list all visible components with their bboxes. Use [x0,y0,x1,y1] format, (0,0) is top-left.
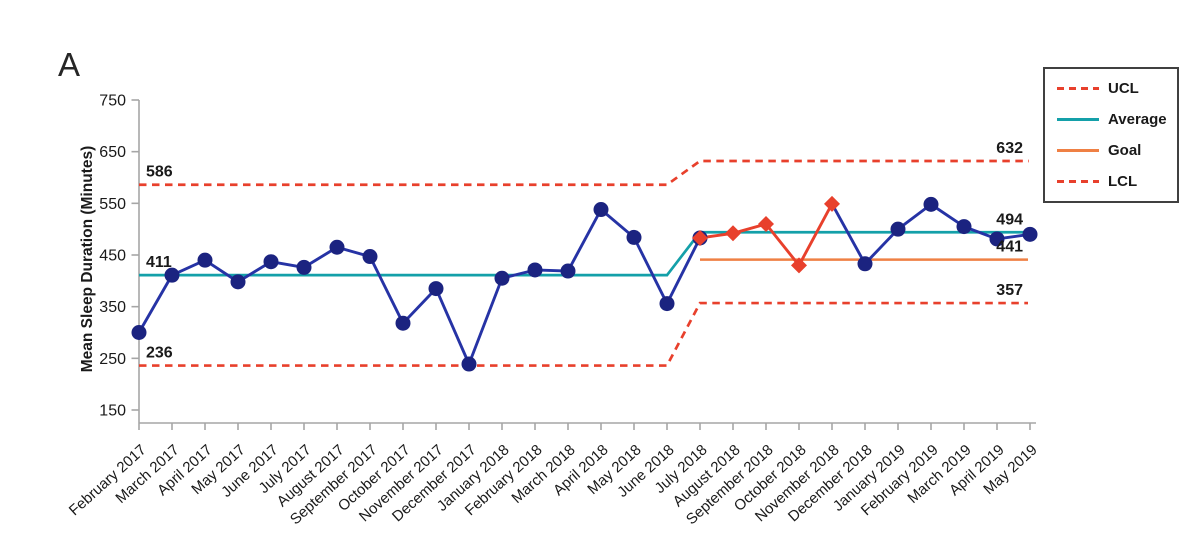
y-tick-label: 450 [99,248,126,265]
legend-item-goal: Goal [1057,142,1169,159]
data-point-marker [197,252,213,268]
y-tick-label: 150 [99,403,126,420]
y-tick-label: 350 [99,299,126,316]
data-point-marker [362,249,378,265]
data-point-marker [131,325,147,340]
legend-label-lcl: LCL [1108,173,1138,190]
control-limit-value-label: 632 [996,140,1023,157]
data-point-marker [494,270,510,286]
lcl-line [139,301,1028,367]
data-point-marker [230,274,246,290]
data-point-marker [593,202,609,218]
special-cause-diamond-marker [791,257,807,274]
y-tick-label: 250 [99,351,126,368]
data-point-marker [395,315,411,331]
ucl-dashed-line-swatch [1057,87,1099,90]
panel-label: A [58,46,81,83]
y-axis-title: Mean Sleep Duration (Minutes) [79,145,96,373]
special-cause-diamond-marker [824,195,840,212]
data-point-marker [626,229,642,245]
legend-label-goal: Goal [1108,142,1142,159]
data-point-marker [1022,226,1038,242]
control-limit-value-label: 441 [996,239,1023,256]
legend: UCL Average Goal LCL [1043,67,1179,203]
legend-item-average: Average [1057,111,1169,128]
data-point-marker [857,256,873,272]
legend-label-ucl: UCL [1108,80,1139,97]
control-limit-value-label: 586 [146,164,173,181]
data-point-marker [890,221,906,237]
special-cause-diamond-marker [725,225,741,242]
goal-line-swatch [1057,149,1099,152]
ucl-line [139,159,1029,187]
data-point-marker [659,296,675,312]
special-cause-line [699,203,834,267]
y-tick-label: 550 [99,196,126,213]
y-tick-label: 650 [99,144,126,161]
legend-label-average: Average [1108,111,1167,128]
legend-item-ucl: UCL [1057,80,1169,97]
sleep-series-line [137,208,702,366]
control-limit-value-label: 411 [146,254,172,271]
data-point-marker [428,281,444,297]
data-point-marker [461,356,477,372]
control-limit-value-label: 236 [146,345,173,362]
axis-lines [138,100,1036,424]
data-point-marker [560,263,576,279]
legend-item-lcl: LCL [1057,173,1169,190]
data-point-marker [527,262,543,278]
data-point-marker [263,254,279,270]
data-point-marker [956,219,972,235]
data-point-marker [296,259,312,275]
average-line-swatch [1057,118,1099,121]
special-cause-diamond-marker [758,216,774,232]
average-line [139,230,1033,277]
data-point-marker [923,196,939,212]
control-limit-value-label: 494 [996,211,1023,228]
y-tick-label: 750 [99,93,126,110]
data-point-marker [989,231,1005,247]
data-point-marker [164,267,180,283]
control-limit-value-label: 357 [996,282,1023,299]
lcl-dashed-line-swatch [1057,180,1099,183]
special-cause-diamond-marker [692,229,708,246]
data-point-marker [329,239,345,255]
